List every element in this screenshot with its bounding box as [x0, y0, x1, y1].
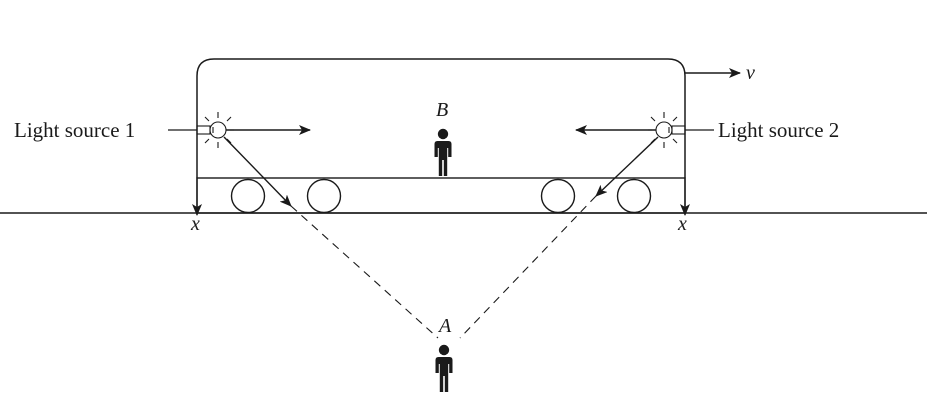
light-ray-1-diagonal — [224, 137, 291, 206]
wheel-icon — [542, 180, 575, 213]
observer-a: A — [436, 315, 453, 392]
light-source-1: Light source 1 — [14, 112, 438, 338]
wheel-icon — [618, 180, 651, 213]
wheel-icon — [308, 180, 341, 213]
light-ray-2-dashed — [460, 196, 596, 338]
observer-b-label: B — [436, 99, 448, 121]
light-source-1-label: Light source 1 — [14, 118, 135, 142]
light-source-2: Light source 2 — [460, 112, 839, 338]
train-platform — [197, 178, 685, 213]
wheel-icon — [232, 180, 265, 213]
light-ray-1-dashed — [291, 206, 438, 338]
observer-b: B — [435, 99, 452, 176]
light-source-2-label: Light source 2 — [718, 118, 839, 142]
x-marker-right: x — [677, 213, 687, 235]
observer-a-label: A — [437, 315, 452, 337]
x-marker-left: x — [190, 213, 200, 235]
person-icon — [436, 345, 453, 392]
velocity-label: v — [746, 62, 755, 84]
person-icon — [435, 129, 452, 176]
